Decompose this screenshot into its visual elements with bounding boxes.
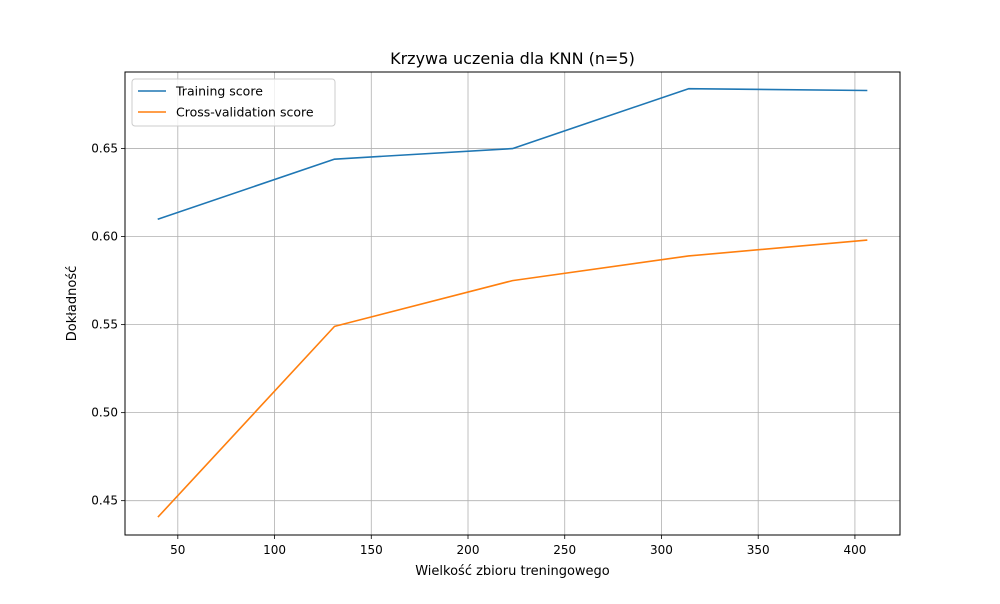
plot-frame xyxy=(124,71,901,536)
x-tick-label: 50 xyxy=(170,543,185,557)
y-axis-label: Dokładność xyxy=(65,266,80,342)
legend-label: Cross-validation score xyxy=(176,105,314,120)
chart-title: Krzywa uczenia dla KNN (n=5) xyxy=(390,49,635,68)
x-tick-label: 100 xyxy=(263,543,286,557)
series-lines xyxy=(157,87,868,518)
axis-ticks: 50 100 150 200 250 300 350 400 0.45 0.50 0.55 0.60 0… xyxy=(91,142,866,557)
grid-lines xyxy=(125,72,900,535)
x-tick-label: 150 xyxy=(360,543,383,557)
legend-label: Training score xyxy=(175,84,263,99)
cross-validation-score-line xyxy=(157,239,868,518)
x-tick-label: 300 xyxy=(650,543,673,557)
y-tick-label: 0.45 xyxy=(91,494,118,508)
y-tick-label: 0.50 xyxy=(91,406,118,420)
legend: Training score Cross-validation score xyxy=(131,78,336,127)
legend-box xyxy=(131,78,336,127)
y-tick-label: 0.60 xyxy=(91,230,118,244)
x-axis-label: Wielkość zbioru treningowego xyxy=(415,564,610,579)
x-tick-label: 200 xyxy=(457,543,480,557)
x-tick-label: 400 xyxy=(843,543,866,557)
y-tick-label: 0.55 xyxy=(91,318,118,332)
training-score-line xyxy=(157,87,868,221)
x-tick-label: 250 xyxy=(553,543,576,557)
x-tick-label: 350 xyxy=(747,543,770,557)
y-tick-label: 0.65 xyxy=(91,142,118,156)
